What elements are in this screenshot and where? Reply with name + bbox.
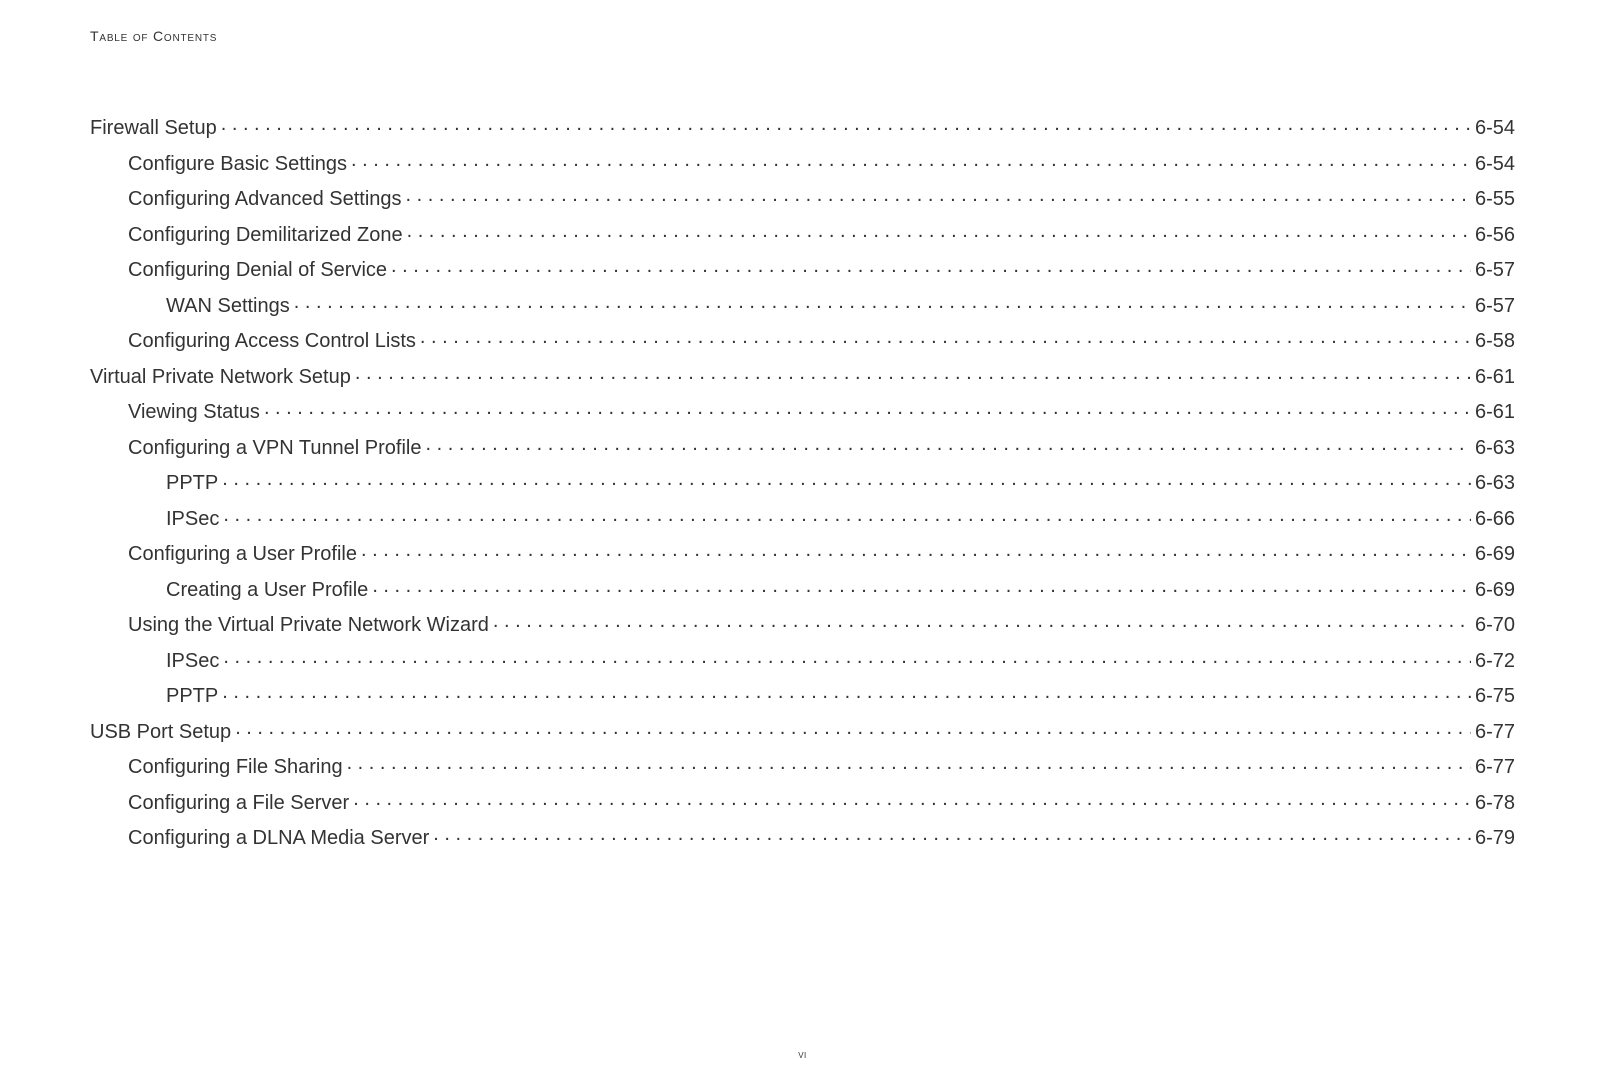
toc-entry-page: 6-69	[1475, 580, 1515, 600]
toc-entry: Configuring Denial of Service 6-57	[90, 256, 1515, 280]
toc-entry-title: Viewing Status	[128, 402, 260, 422]
toc-entry-title: Configuring a VPN Tunnel Profile	[128, 438, 422, 458]
toc-entry-page: 6-57	[1475, 296, 1515, 316]
toc-entry-page: 6-61	[1475, 367, 1515, 387]
toc-entry: IPSec 6-72	[90, 647, 1515, 671]
toc-entry-page: 6-70	[1475, 615, 1515, 635]
toc-dot-leader	[406, 185, 1471, 205]
toc-entry-title: Configure Basic Settings	[128, 154, 347, 174]
toc-dot-leader	[407, 221, 1471, 241]
toc-entry: WAN Settings 6-57	[90, 292, 1515, 316]
toc-dot-leader	[420, 327, 1471, 347]
toc-entry-title: Configuring Access Control Lists	[128, 331, 416, 351]
page-number-footer: vi	[0, 1047, 1605, 1061]
toc-entry-page: 6-75	[1475, 686, 1515, 706]
toc-entry: Virtual Private Network Setup 6-61	[90, 363, 1515, 387]
toc-entry-page: 6-54	[1475, 118, 1515, 138]
toc-entry-page: 6-63	[1475, 473, 1515, 493]
toc-entry: Configuring Access Control Lists 6-58	[90, 327, 1515, 351]
toc-entry: Configuring a User Profile 6-69	[90, 540, 1515, 564]
toc-entry-page: 6-79	[1475, 828, 1515, 848]
toc-entry-title: PPTP	[166, 473, 218, 493]
toc-dot-leader	[353, 789, 1471, 809]
toc-entry-page: 6-77	[1475, 722, 1515, 742]
toc-dot-leader	[222, 682, 1471, 702]
toc-entry-title: IPSec	[166, 509, 219, 529]
toc-entry: USB Port Setup 6-77	[90, 718, 1515, 742]
toc-dot-leader	[426, 434, 1471, 454]
toc-entry: Viewing Status 6-61	[90, 398, 1515, 422]
toc-entry: Configuring Advanced Settings 6-55	[90, 185, 1515, 209]
toc-dot-leader	[264, 398, 1471, 418]
toc-dot-leader	[433, 824, 1471, 844]
toc-entry: IPSec 6-66	[90, 505, 1515, 529]
toc-entry: Firewall Setup 6-54	[90, 114, 1515, 138]
toc-entry-title: Using the Virtual Private Network Wizard	[128, 615, 489, 635]
toc-entry-page: 6-69	[1475, 544, 1515, 564]
toc-entry-title: Configuring File Sharing	[128, 757, 343, 777]
toc-dot-leader	[355, 363, 1471, 383]
toc-entry-page: 6-56	[1475, 225, 1515, 245]
toc-entry-page: 6-57	[1475, 260, 1515, 280]
toc-dot-leader	[294, 292, 1471, 312]
toc-entry-title: Firewall Setup	[90, 118, 217, 138]
toc-dot-leader	[372, 576, 1471, 596]
toc-entry-title: Configuring a DLNA Media Server	[128, 828, 429, 848]
toc-entry-page: 6-61	[1475, 402, 1515, 422]
toc-entry-title: USB Port Setup	[90, 722, 231, 742]
toc-entry-page: 6-66	[1475, 509, 1515, 529]
toc-dot-leader	[222, 469, 1471, 489]
toc-entry: Configure Basic Settings 6-54	[90, 150, 1515, 174]
toc-list: Firewall Setup6-54Configure Basic Settin…	[90, 114, 1515, 848]
toc-entry-page: 6-78	[1475, 793, 1515, 813]
toc-entry-title: PPTP	[166, 686, 218, 706]
toc-dot-leader	[361, 540, 1471, 560]
toc-entry-page: 6-55	[1475, 189, 1515, 209]
toc-entry: Creating a User Profile 6-69	[90, 576, 1515, 600]
toc-dot-leader	[351, 150, 1471, 170]
toc-entry: PPTP 6-63	[90, 469, 1515, 493]
page-container: Table of Contents Firewall Setup6-54Conf…	[0, 0, 1605, 1091]
toc-entry-title: Configuring Demilitarized Zone	[128, 225, 403, 245]
toc-entry: PPTP 6-75	[90, 682, 1515, 706]
toc-entry: Configuring a File Server 6-78	[90, 789, 1515, 813]
toc-dot-leader	[221, 114, 1471, 134]
toc-entry-title: Configuring a User Profile	[128, 544, 357, 564]
toc-entry: Using the Virtual Private Network Wizard…	[90, 611, 1515, 635]
toc-dot-leader	[391, 256, 1471, 276]
page-header: Table of Contents	[90, 28, 1515, 44]
toc-entry-page: 6-58	[1475, 331, 1515, 351]
toc-entry-title: Configuring Denial of Service	[128, 260, 387, 280]
toc-entry: Configuring File Sharing 6-77	[90, 753, 1515, 777]
toc-entry-title: Configuring Advanced Settings	[128, 189, 402, 209]
toc-dot-leader	[223, 647, 1471, 667]
toc-entry-title: WAN Settings	[166, 296, 290, 316]
toc-dot-leader	[223, 505, 1471, 525]
toc-entry-title: IPSec	[166, 651, 219, 671]
toc-entry: Configuring a VPN Tunnel Profile 6-63	[90, 434, 1515, 458]
toc-dot-leader	[347, 753, 1471, 773]
toc-entry: Configuring Demilitarized Zone 6-56	[90, 221, 1515, 245]
toc-entry-page: 6-54	[1475, 154, 1515, 174]
toc-dot-leader	[235, 718, 1471, 738]
toc-entry-title: Virtual Private Network Setup	[90, 367, 351, 387]
toc-entry-page: 6-72	[1475, 651, 1515, 671]
toc-entry-title: Creating a User Profile	[166, 580, 368, 600]
toc-entry-title: Configuring a File Server	[128, 793, 349, 813]
toc-entry-page: 6-77	[1475, 757, 1515, 777]
toc-entry: Configuring a DLNA Media Server 6-79	[90, 824, 1515, 848]
toc-dot-leader	[493, 611, 1471, 631]
toc-entry-page: 6-63	[1475, 438, 1515, 458]
